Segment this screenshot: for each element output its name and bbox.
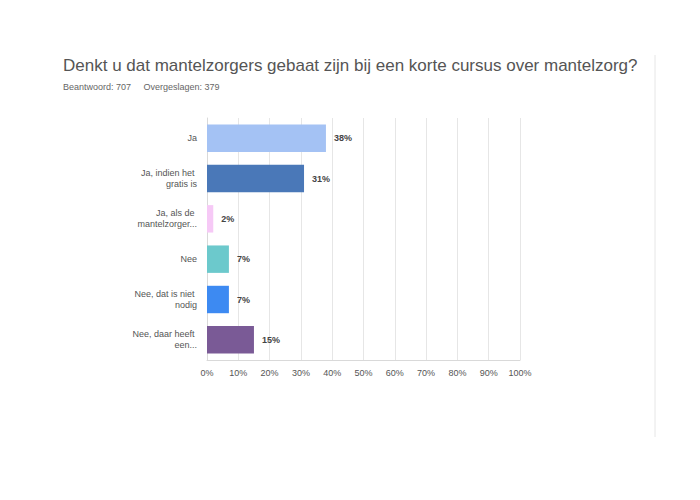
svg-text:Ja, als de: Ja, als de (156, 208, 197, 218)
svg-text:7%: 7% (237, 254, 250, 264)
svg-text:20%: 20% (261, 368, 279, 378)
svg-text:2%: 2% (221, 214, 234, 224)
svg-text:38%: 38% (334, 133, 352, 143)
svg-text:90%: 90% (480, 368, 498, 378)
svg-text:7%: 7% (237, 295, 250, 305)
svg-text:30%: 30% (292, 368, 310, 378)
svg-text:Nee, dat is niet: Nee, dat is niet (134, 289, 197, 299)
svg-text:80%: 80% (448, 368, 466, 378)
svg-text:Ja, indien het: Ja, indien het (141, 168, 197, 178)
svg-text:70%: 70% (417, 368, 435, 378)
svg-text:15%: 15% (262, 335, 280, 345)
svg-text:40%: 40% (323, 368, 341, 378)
svg-text:Ja: Ja (187, 133, 197, 143)
svg-text:31%: 31% (312, 174, 330, 184)
svg-text:60%: 60% (386, 368, 404, 378)
svg-text:Beantwoord: 707 Overgeslag: Beantwoord: 707 Overgeslagen: 379 (63, 82, 220, 92)
svg-text:nodig: nodig (175, 300, 197, 310)
svg-text:0%: 0% (200, 368, 213, 378)
svg-text:mantelzorger...: mantelzorger... (137, 219, 197, 229)
svg-text:50%: 50% (354, 368, 372, 378)
svg-text:gratis is: gratis is (166, 179, 198, 189)
svg-text:100%: 100% (508, 368, 531, 378)
svg-text:Denkt u dat mantelzorgers geba: Denkt u dat mantelzorgers gebaat zijn bi… (63, 56, 638, 75)
svg-text:Nee: Nee (180, 254, 197, 264)
svg-text:een...: een... (174, 340, 197, 350)
svg-text:Nee, daar heeft: Nee, daar heeft (132, 329, 197, 339)
svg-text:10%: 10% (229, 368, 247, 378)
